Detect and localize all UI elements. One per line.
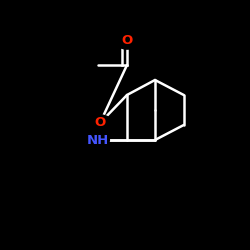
Text: NH: NH	[86, 134, 108, 146]
Ellipse shape	[86, 132, 110, 148]
Ellipse shape	[88, 115, 112, 131]
Text: O: O	[94, 116, 106, 130]
Ellipse shape	[115, 33, 139, 49]
Text: O: O	[122, 34, 132, 48]
